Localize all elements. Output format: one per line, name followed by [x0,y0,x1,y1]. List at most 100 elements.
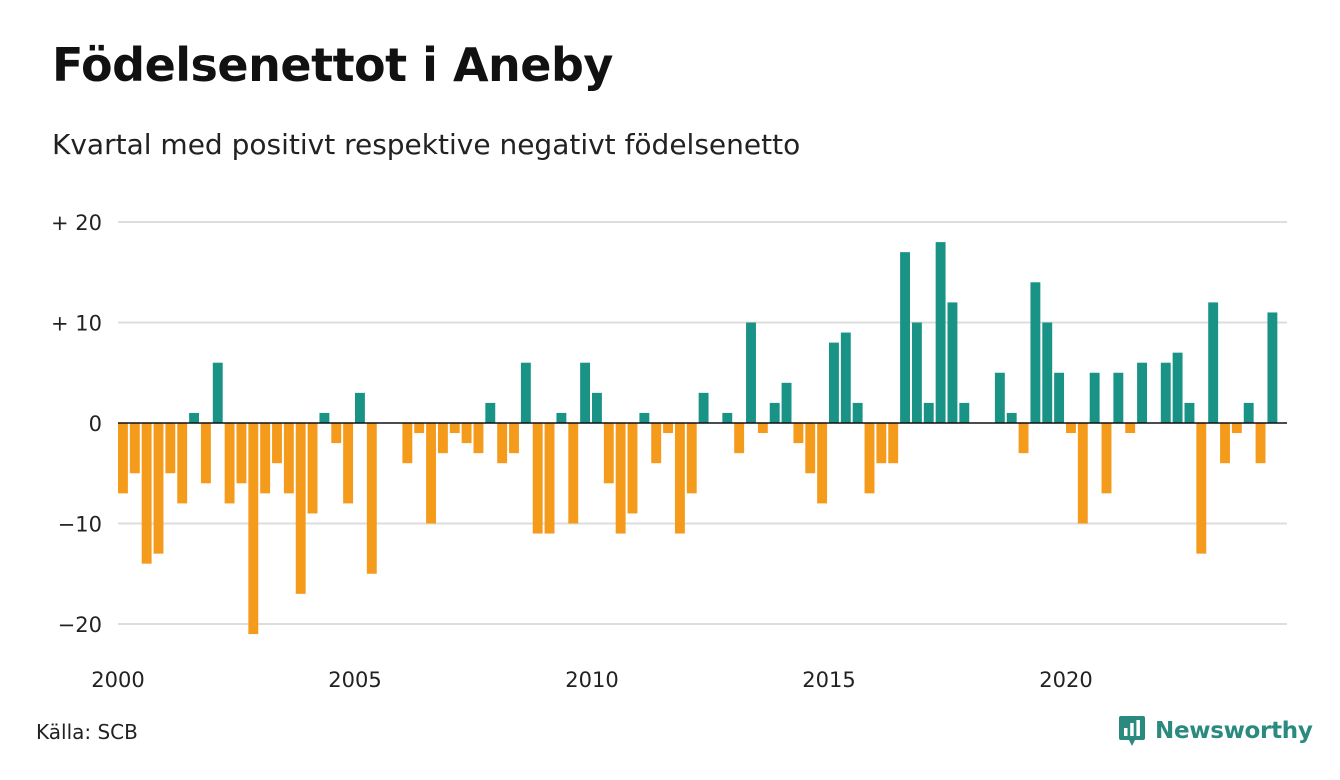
y-tick-label: + 10 [51,312,102,336]
bar-negative [817,423,828,504]
bar-positive [959,402,970,423]
bar-negative [224,423,235,504]
bar-negative [734,423,745,454]
bar-negative [864,423,875,494]
bar-negative [1220,423,1230,464]
bar-negative [260,423,271,494]
bar-negative [307,423,318,514]
bar-positive [485,402,496,423]
bar-positive [1267,312,1278,423]
bar-positive [935,242,946,423]
bar-negative [1018,423,1029,454]
bar-negative [805,423,816,474]
bar-negative [366,423,377,574]
bar-negative [615,423,626,534]
bar-positive [1243,402,1254,423]
chart-title: Födelsenettot i Aneby [52,38,613,92]
bar-positive [781,382,792,423]
newsworthy-logo-icon [1119,716,1145,746]
bar-negative [888,423,899,464]
x-tick-label: 2015 [802,668,855,692]
bar-negative [118,423,128,494]
bar-negative [295,423,306,594]
bar-negative [627,423,638,514]
bar-positive [355,392,365,423]
y-tick-label: −10 [58,513,102,537]
bar-negative [402,423,413,464]
x-tick-label: 2020 [1039,668,1092,692]
bar-negative [141,423,152,564]
bar-positive [639,412,650,423]
bar-positive [1089,372,1100,423]
bar-negative [509,423,519,454]
bar-negative [568,423,579,524]
bar-negative [414,423,425,434]
bar-positive [698,392,709,423]
bar-negative [426,423,436,524]
bar-positive [852,402,863,423]
bar-positive [1030,282,1041,423]
bar-positive [769,402,780,423]
bar-negative [603,423,614,484]
bar-positive [1042,322,1053,423]
bar-positive [580,362,591,423]
bar-positive [900,252,910,423]
bar-negative [532,423,543,534]
bar-positive [189,412,199,423]
bar-positive [556,412,567,423]
bar-negative [177,423,188,504]
bar-negative [1066,423,1076,434]
bar-negative [1196,423,1207,554]
bar-negative [272,423,282,464]
y-tick-label: + 20 [51,211,102,235]
x-tick-label: 2005 [328,668,381,692]
bar-positive [520,362,531,423]
bar-negative [1101,423,1112,494]
bar-negative [248,423,259,635]
bar-negative [1231,423,1242,434]
bar-positive [911,322,922,423]
chart-subtitle: Kvartal med positivt respektive negativt… [52,128,801,161]
bar-negative [674,423,685,534]
x-tick-label: 2010 [565,668,618,692]
bar-negative [1125,423,1136,434]
bar-positive [1172,352,1183,423]
bar-positive [319,412,330,423]
bar-positive [592,392,602,423]
bar-positive [722,412,733,423]
bar-negative [876,423,887,464]
bar-negative [165,423,176,474]
newsworthy-logo[interactable]: Newsworthy [1118,714,1313,748]
bar-negative [544,423,555,534]
source-note: Källa: SCB [36,720,138,744]
bar-positive [1113,372,1124,423]
gridlines [118,221,1287,625]
bar-negative [1255,423,1266,464]
bar-negative [283,423,294,494]
bar-negative [437,423,448,454]
bar-negative [686,423,697,494]
x-tick-label: 2000 [91,668,144,692]
bar-negative [757,423,768,434]
bar-negative [331,423,342,444]
bar-negative [200,423,211,484]
bar-negative [343,423,354,504]
bar-negative [153,423,164,554]
bar-positive [1137,362,1147,423]
bar-negative [1077,423,1088,524]
y-tick-label: 0 [89,412,102,436]
bar-positive [746,322,756,423]
bar-positive [994,372,1005,423]
bar-positive [947,302,958,423]
bar-positive [1054,372,1065,423]
bar-positive [1006,412,1017,423]
y-axis-labels: + 20 + 10 0 −10 −20 [51,211,102,637]
bar-negative [651,423,662,464]
bar-positive [829,342,839,423]
bars [118,242,1278,635]
bar-negative [461,423,472,444]
bar-positive [212,362,223,423]
bar-negative [473,423,484,454]
bar-negative [236,423,247,484]
